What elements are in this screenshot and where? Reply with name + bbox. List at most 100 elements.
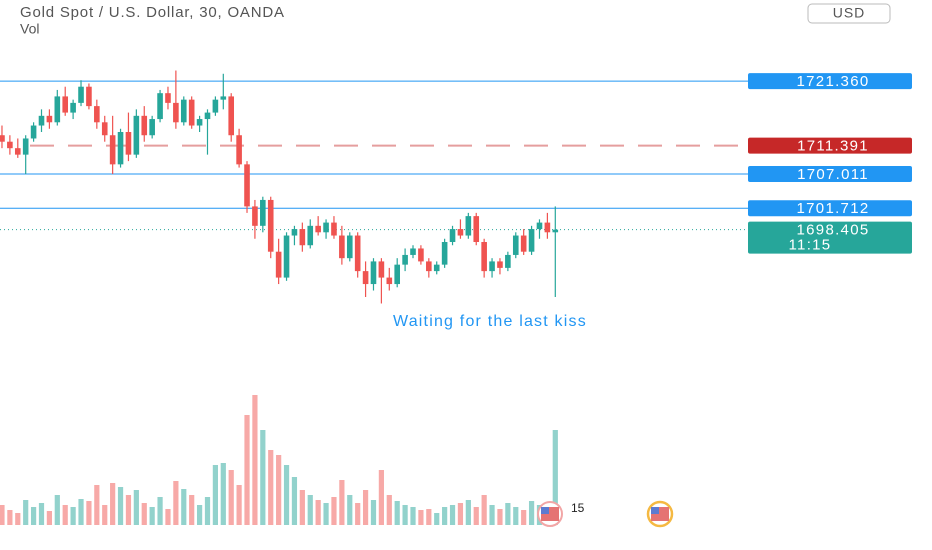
candle-body: [299, 229, 306, 246]
volume-bar: [323, 503, 329, 525]
candle-body: [473, 216, 480, 242]
price-badge: [748, 165, 912, 182]
volume-bar: [434, 513, 440, 525]
volume-bar: [497, 509, 503, 525]
volume-bar: [402, 505, 408, 525]
volume-bar: [386, 495, 392, 525]
annotation: Waiting for the last kiss: [393, 313, 587, 330]
candle-body: [386, 277, 393, 285]
volume-bar: [513, 507, 519, 525]
candle-body: [62, 96, 69, 113]
candle-body: [149, 119, 155, 136]
currency-button-box[interactable]: [807, 3, 891, 24]
volume-bar: [378, 470, 384, 525]
volume-bar: [38, 503, 45, 525]
candle-body: [275, 251, 282, 278]
candle-body: [552, 229, 559, 233]
volume-bar: [489, 505, 495, 525]
candle-body: [339, 235, 345, 259]
candle-body: [173, 102, 179, 123]
volume-bar: [149, 507, 155, 525]
candle-body: [354, 235, 361, 272]
currency-button[interactable]: USD: [807, 3, 891, 24]
candle-body: [402, 254, 408, 265]
candle-body: [528, 229, 535, 252]
volume-bar: [157, 497, 163, 525]
candle-body: [22, 138, 29, 155]
candle-body: [204, 112, 211, 120]
volume-bar: [252, 395, 258, 525]
volume-bar: [505, 503, 511, 525]
volume-bar: [212, 465, 218, 525]
candle-body: [457, 229, 464, 236]
candle-body: [489, 261, 495, 272]
volume-bar: [291, 477, 298, 525]
candle-body: [157, 93, 163, 120]
candle-body: [323, 222, 329, 233]
volume-bar: [307, 495, 313, 525]
candle-body: [46, 115, 53, 123]
candle-body: [86, 86, 92, 107]
price-badge-label: 1721.360: [797, 73, 870, 90]
candle-body: [212, 99, 219, 113]
candle-body: [536, 222, 543, 230]
candles: [0, 70, 559, 304]
volume-bar: [62, 505, 68, 525]
price-badge: [748, 137, 912, 154]
volume-bar: [117, 487, 124, 525]
volume-bar: [0, 505, 5, 525]
price-badge-label: 1701.712: [797, 200, 870, 217]
candle-body: [125, 132, 132, 155]
chart-title: Gold Spot / U.S. Dollar, 30, OANDA: [20, 4, 285, 21]
candle-body: [291, 229, 298, 236]
candle-body: [283, 235, 290, 278]
candle-body: [101, 122, 108, 136]
volume-bar: [220, 463, 226, 525]
volume-bar: [465, 500, 471, 525]
flag-canton: [541, 507, 549, 514]
volume-bar: [102, 505, 108, 525]
candle-body: [465, 216, 472, 236]
candle-body: [370, 261, 377, 285]
volume-bar: [355, 503, 361, 525]
candle-body: [70, 102, 76, 113]
volume-bar: [370, 500, 377, 525]
volume-bar: [347, 495, 353, 525]
volume-bar: [260, 430, 266, 525]
volume-bar: [457, 503, 464, 525]
candle-body: [54, 96, 61, 123]
volume-bar: [15, 513, 21, 525]
price-lines: [0, 80, 748, 231]
volume-bar: [449, 505, 456, 525]
candle-body: [410, 248, 416, 255]
candle-body: [433, 264, 440, 272]
candle-body: [267, 199, 274, 252]
flag-canton: [651, 507, 659, 514]
candle-body: [141, 115, 148, 136]
candle-body: [418, 248, 424, 262]
volume-bar: [110, 483, 116, 525]
candle-body: [228, 96, 235, 136]
volume-bar: [165, 509, 171, 525]
candle-body: [481, 242, 487, 272]
volume-bar: [473, 507, 479, 525]
candle-body: [378, 261, 385, 278]
candle-body: [7, 141, 13, 149]
volume-bar: [78, 499, 84, 525]
volume-bar: [244, 415, 250, 525]
candle-body: [165, 93, 171, 103]
candle-body: [180, 99, 187, 123]
volume-bar: [481, 495, 487, 525]
candle-body: [94, 106, 100, 123]
volume-bar: [528, 501, 535, 525]
candle-body: [220, 96, 227, 100]
candle-body: [14, 148, 21, 155]
price-badge: [748, 73, 912, 90]
volume-bar: [339, 480, 345, 525]
volume-bar: [30, 507, 37, 525]
volume-bar: [54, 495, 60, 525]
candle-body: [362, 271, 369, 285]
currency-button-label[interactable]: USD: [833, 5, 866, 21]
candle-body: [0, 135, 5, 142]
